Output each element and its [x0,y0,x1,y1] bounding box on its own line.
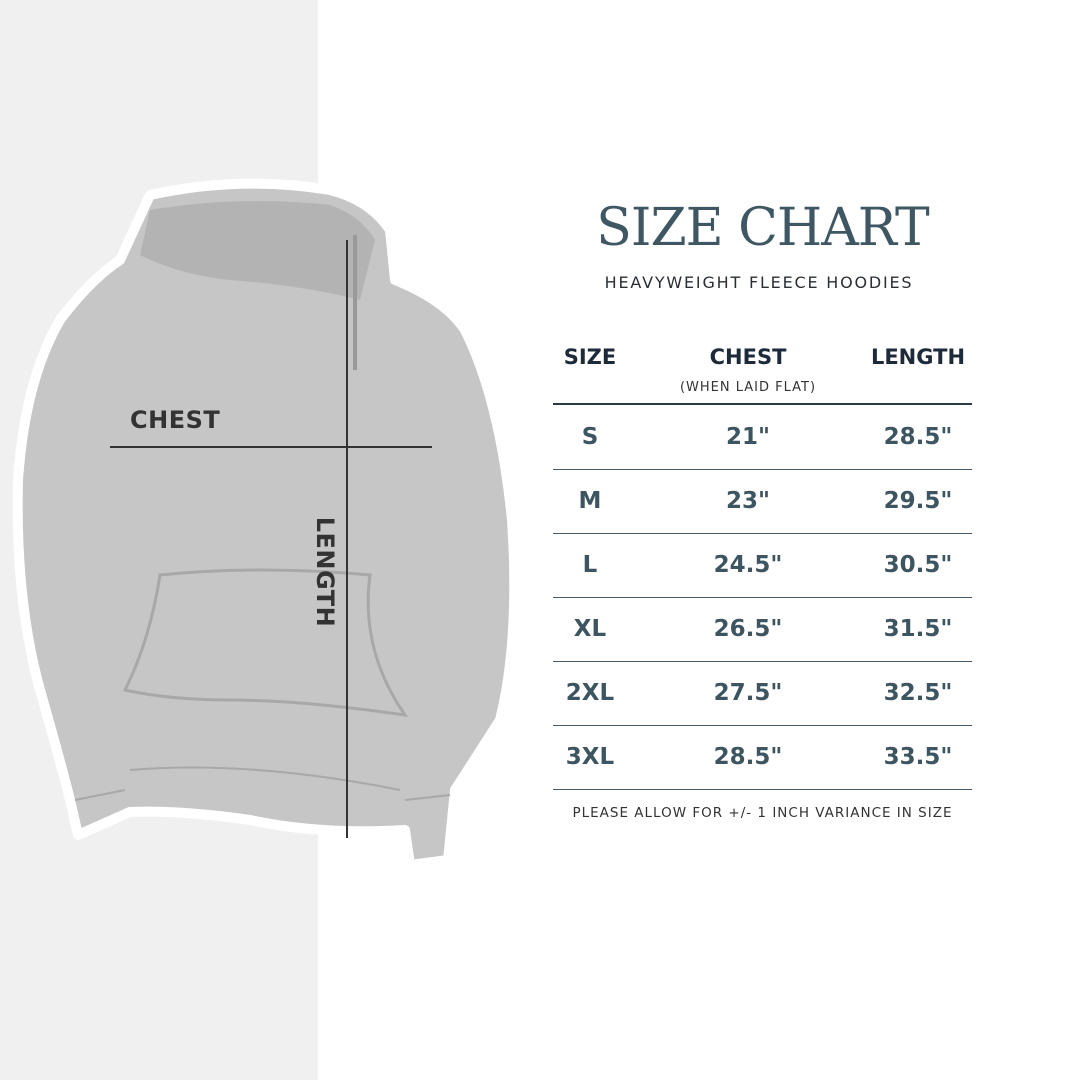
header-chest-note: (WHEN LAID FLAT) [679,380,817,395]
chest-measure-label: CHEST [130,406,221,434]
table-row: S 21" 28.5" [553,405,972,469]
row-divider [553,597,972,598]
cell-chest: 23" [726,488,770,514]
table-row: 2XL 27.5" 32.5" [553,661,972,725]
cell-length: 29.5" [883,488,953,514]
hoodie-image [12,178,520,870]
row-divider [553,725,972,726]
header-chest: CHEST [709,345,787,369]
cell-size: L [582,552,598,578]
cell-length: 28.5" [883,424,953,450]
row-divider [553,533,972,534]
cell-size: 2XL [565,680,615,706]
cell-chest: 27.5" [713,680,783,706]
hood-shadow [140,201,375,300]
cell-size: XL [573,616,607,642]
page-title: SIZE CHART [596,198,929,258]
header-length: LENGTH [870,345,966,369]
cell-size: S [581,424,599,450]
header-size: SIZE [563,345,617,369]
hoodie-illustration [12,178,520,870]
header-divider [553,403,972,405]
cell-chest: 28.5" [713,744,783,770]
cell-size: 3XL [565,744,615,770]
hem-seams [74,766,451,801]
cell-chest: 21" [726,424,770,450]
cell-length: 30.5" [883,552,953,578]
cell-chest: 24.5" [713,552,783,578]
row-divider [553,469,972,470]
kangaroo-pocket [122,568,409,717]
table-row: XL 26.5" 31.5" [553,597,972,661]
row-divider [553,789,972,790]
table-row: M 23" 29.5" [553,469,972,533]
length-measure-label: LENGTH [311,516,339,628]
cell-size: M [578,488,602,514]
table-row: 3XL 28.5" 33.5" [553,725,972,789]
cell-length: 32.5" [883,680,953,706]
row-divider [553,661,972,662]
table-row: L 24.5" 30.5" [553,533,972,597]
variance-note: PLEASE ALLOW FOR +/- 1 INCH VARIANCE IN … [572,805,953,821]
cell-length: 33.5" [883,744,953,770]
cell-chest: 26.5" [713,616,783,642]
page-subtitle: HEAVYWEIGHT FLEECE HOODIES [604,273,914,292]
cell-length: 31.5" [883,616,953,642]
